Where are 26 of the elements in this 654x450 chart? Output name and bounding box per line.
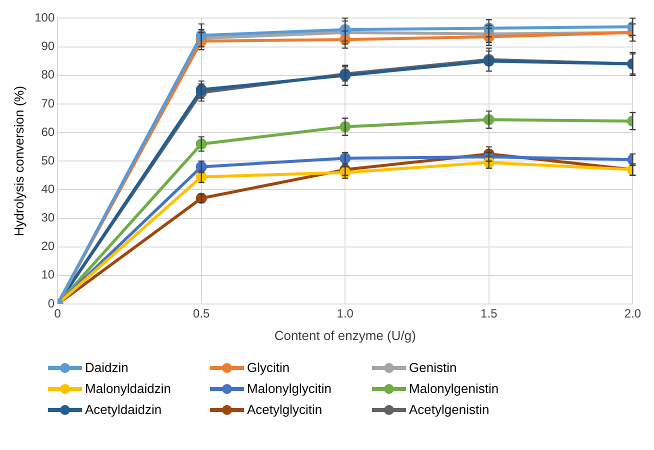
- legend-label: Glycitin: [247, 360, 290, 375]
- y-tick-label: 80: [41, 68, 55, 82]
- y-tick-label: 20: [41, 239, 55, 254]
- y-tick-label: 40: [41, 182, 55, 196]
- y-tick-label: 60: [41, 124, 55, 139]
- legend-label: Genistin: [409, 360, 457, 375]
- y-tick-label: 0: [48, 296, 55, 310]
- y-tick-label: 50: [41, 153, 55, 168]
- x-tick-label: 1.0: [336, 306, 354, 321]
- y-tick-label: 70: [41, 96, 55, 110]
- x-tick-label: 0.5: [193, 306, 210, 321]
- x-tick-label: 1.5: [480, 306, 498, 321]
- y-tick-label: 90: [41, 39, 55, 54]
- legend-label: Daidzin: [85, 360, 128, 375]
- legend-label: Malonyldaidzin: [85, 381, 171, 396]
- legend-label: Acetyldaidzin: [85, 402, 162, 417]
- legend-label: Malonylglycitin: [247, 381, 332, 396]
- y-tick-label: 10: [41, 268, 55, 282]
- y-axis-title: Hydrolysis conversion (%): [11, 86, 26, 236]
- legend-label: Acetylglycitin: [247, 402, 322, 417]
- y-tick-label: 30: [41, 210, 55, 225]
- y-tick-label: 100: [34, 10, 55, 25]
- x-axis-title: Content of enzyme (U/g): [274, 328, 416, 343]
- legend-label: Acetylgenistin: [409, 402, 490, 417]
- x-tick-label: 2.0: [624, 306, 642, 321]
- legend-label: Malonylgenistin: [409, 381, 499, 396]
